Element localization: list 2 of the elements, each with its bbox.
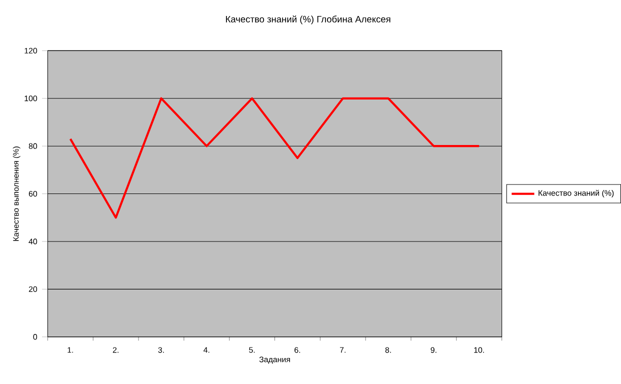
chart-title: Качество знаний (%) Глобина Алексея [226,16,390,24]
line-series [69,98,480,219]
